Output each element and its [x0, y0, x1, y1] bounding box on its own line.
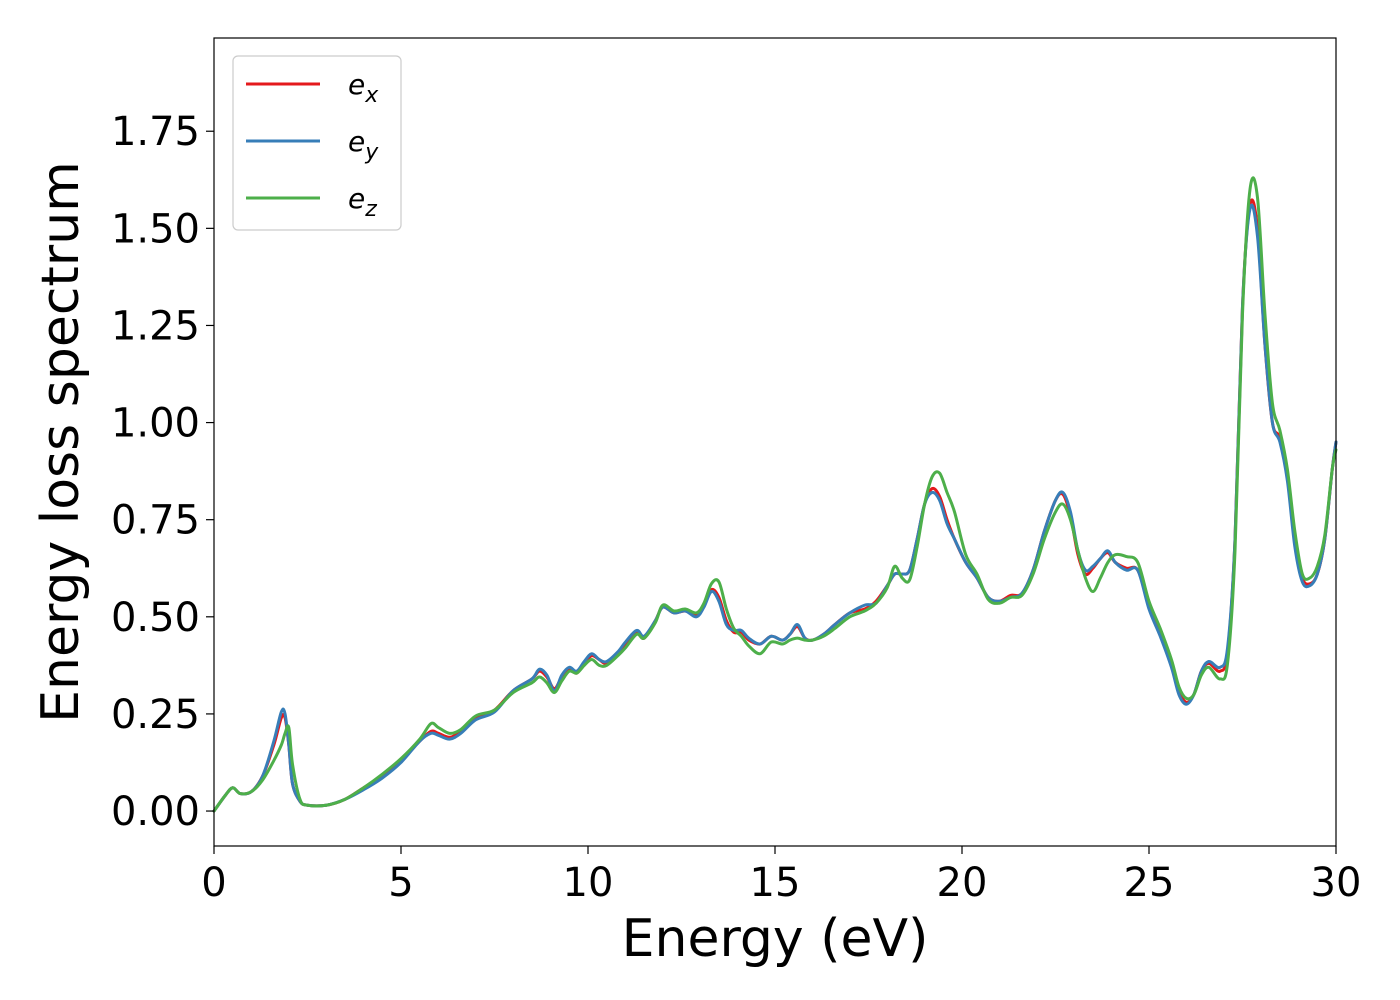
y-tick-label: 0.50	[111, 595, 200, 641]
x-axis-title: Energy (eV)	[622, 909, 929, 969]
legend-box	[232, 55, 402, 231]
y-tick-label: 0.25	[111, 692, 200, 738]
series-line-e-z	[212, 176, 1338, 813]
y-axis-ticks: 0.00 0.25 0.50 0.75 1.00 1.25 1.50 1.75	[111, 109, 214, 835]
x-tick-label: 30	[1311, 860, 1362, 906]
y-tick-label: 1.50	[111, 206, 200, 252]
y-tick-label: 1.25	[111, 303, 200, 349]
y-tick-label: 0.00	[111, 789, 200, 835]
y-tick-label: 1.00	[111, 401, 200, 447]
x-tick-label: 20	[937, 860, 988, 906]
x-tick-label: 15	[750, 860, 801, 906]
series-line-e-x	[212, 198, 1338, 813]
x-tick-label: 0	[201, 860, 226, 906]
y-tick-label: 0.75	[111, 498, 200, 544]
x-axis-ticks: 0 5 10 15 20 25 30	[201, 846, 1361, 906]
y-tick-label: 1.75	[111, 109, 200, 155]
x-tick-label: 10	[563, 860, 614, 906]
series-layer	[212, 176, 1338, 813]
x-tick-label: 25	[1124, 860, 1175, 906]
y-axis-title: Energy loss spectrum	[31, 161, 91, 723]
series-line-e-y	[212, 203, 1338, 813]
x-tick-label: 5	[388, 860, 413, 906]
